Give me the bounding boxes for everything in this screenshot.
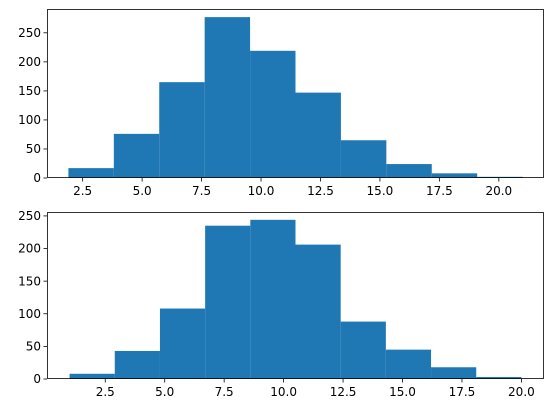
y-tick-label: 150 xyxy=(18,274,41,288)
top-histogram-axes: 2.5 5.0 7.5 10.0 12.5 15.0 17.5 20.0 0 50 100 150 20… xyxy=(18,9,544,198)
histogram-bar xyxy=(476,377,522,379)
bottom-histogram-axes: 2.5 5.0 7.5 10.0 12.5 15.0 17.5 20.0 0 50 100 150 20… xyxy=(18,209,544,399)
histogram-bar xyxy=(69,373,115,379)
x-tick-label: 12.5 xyxy=(330,385,357,399)
x-tick-label: 2.5 xyxy=(96,385,115,399)
histogram-bar xyxy=(431,173,478,178)
histogram-bar xyxy=(159,82,205,178)
histogram-bar xyxy=(250,50,296,179)
histogram-bar xyxy=(340,140,387,178)
x-tick-label: 5.0 xyxy=(133,184,152,198)
histogram-bar xyxy=(113,133,160,178)
histogram-bar xyxy=(205,225,251,379)
x-tick-label: 15.0 xyxy=(367,184,394,198)
x-tick-label: 17.5 xyxy=(449,385,476,399)
y-tick-label: 250 xyxy=(18,209,41,223)
y-tick-label: 0 xyxy=(33,171,41,185)
histogram-bar xyxy=(250,219,296,379)
y-tick-label: 100 xyxy=(18,307,41,321)
histogram-bar xyxy=(204,17,251,178)
y-tick-label: 100 xyxy=(18,113,41,127)
histogram-bar xyxy=(295,92,341,178)
histogram-bar xyxy=(385,349,432,379)
histogram-bar xyxy=(114,350,160,379)
histogram-bar xyxy=(159,308,206,379)
histogram-bar xyxy=(431,367,477,379)
y-tick-label: 250 xyxy=(18,26,41,40)
x-tick-label: 7.5 xyxy=(192,184,211,198)
x-tick-label: 17.5 xyxy=(426,184,453,198)
y-tick-label: 200 xyxy=(18,55,41,69)
y-tick-label: 50 xyxy=(26,340,41,354)
y-tick-label: 50 xyxy=(26,142,41,156)
x-tick-label: 15.0 xyxy=(389,385,416,399)
axes-frame xyxy=(47,9,544,178)
y-tick-label: 200 xyxy=(18,242,41,256)
y-tick-label: 150 xyxy=(18,84,41,98)
histogram-bar xyxy=(340,321,386,379)
axes-frame xyxy=(47,212,544,379)
x-tick-label: 20.0 xyxy=(485,184,512,198)
x-tick-label: 7.5 xyxy=(215,385,234,399)
x-tick-label: 10.0 xyxy=(270,385,297,399)
x-tick-label: 5.0 xyxy=(155,385,174,399)
x-tick-label: 2.5 xyxy=(73,184,92,198)
histogram-bar xyxy=(68,168,114,178)
x-tick-label: 10.0 xyxy=(248,184,275,198)
y-tick-label: 0 xyxy=(33,372,41,386)
histogram-bar xyxy=(295,244,341,379)
x-tick-label: 20.0 xyxy=(508,385,535,399)
histogram-bar xyxy=(386,164,432,178)
x-tick-label: 12.5 xyxy=(307,184,334,198)
